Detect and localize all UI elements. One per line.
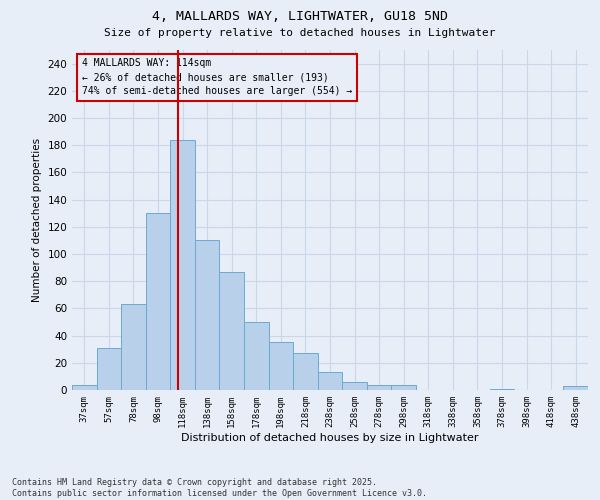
Bar: [367, 384, 391, 390]
Text: 4 MALLARDS WAY: 114sqm
← 26% of detached houses are smaller (193)
74% of semi-de: 4 MALLARDS WAY: 114sqm ← 26% of detached…: [82, 58, 353, 96]
Bar: [97, 348, 121, 390]
Bar: [146, 213, 170, 390]
Bar: [121, 304, 146, 390]
Bar: [220, 272, 244, 390]
Bar: [391, 384, 416, 390]
Bar: [195, 240, 220, 390]
Bar: [293, 354, 318, 390]
Text: Contains HM Land Registry data © Crown copyright and database right 2025.
Contai: Contains HM Land Registry data © Crown c…: [12, 478, 427, 498]
Bar: [563, 386, 588, 390]
Text: 4, MALLARDS WAY, LIGHTWATER, GU18 5ND: 4, MALLARDS WAY, LIGHTWATER, GU18 5ND: [152, 10, 448, 23]
X-axis label: Distribution of detached houses by size in Lightwater: Distribution of detached houses by size …: [181, 432, 479, 442]
Bar: [342, 382, 367, 390]
Y-axis label: Number of detached properties: Number of detached properties: [32, 138, 42, 302]
Bar: [72, 384, 97, 390]
Bar: [244, 322, 269, 390]
Bar: [269, 342, 293, 390]
Bar: [170, 140, 195, 390]
Bar: [490, 388, 514, 390]
Text: Size of property relative to detached houses in Lightwater: Size of property relative to detached ho…: [104, 28, 496, 38]
Bar: [318, 372, 342, 390]
